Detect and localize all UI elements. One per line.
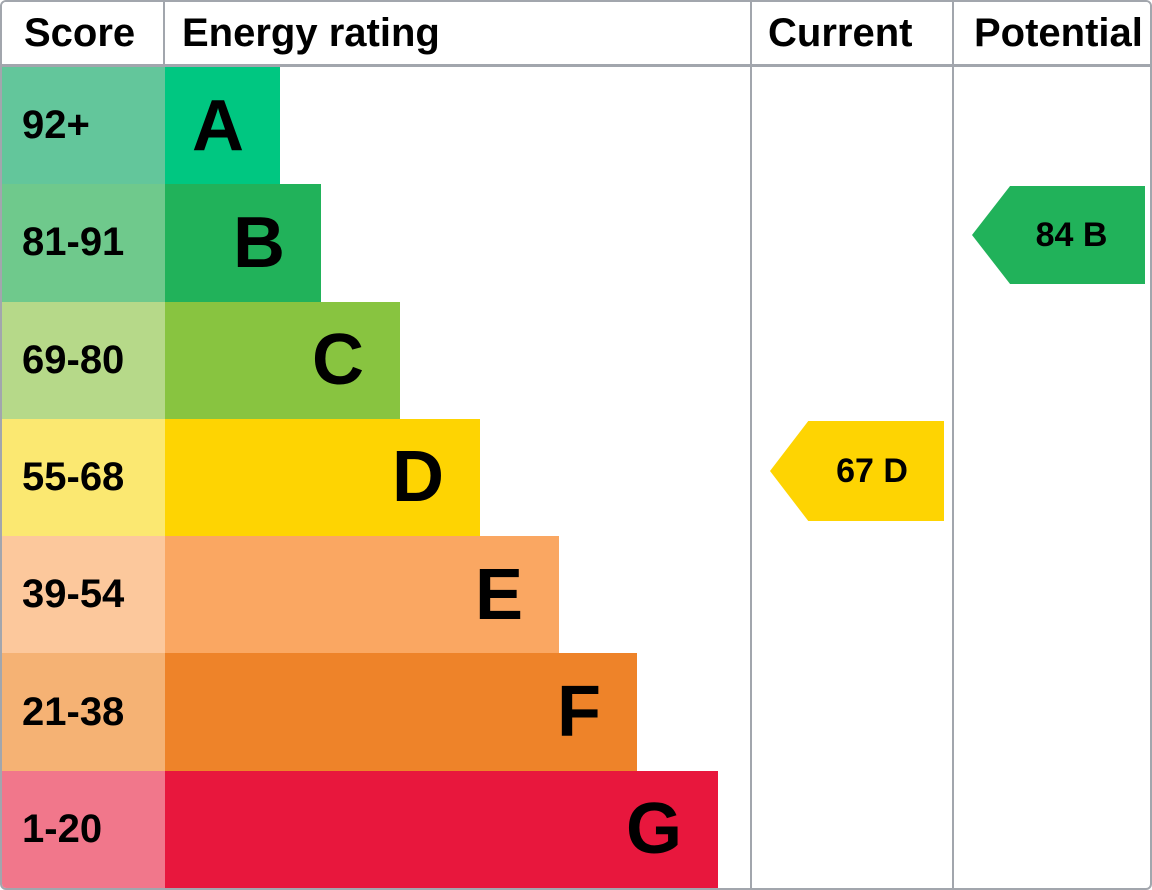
rating-bar: B: [165, 184, 321, 302]
score-column-header: Score: [24, 10, 136, 55]
score-range-label: 21-38: [22, 689, 125, 734]
potential-column-divider: [952, 2, 954, 888]
score-column-divider: [163, 2, 165, 67]
rating-letter: A: [192, 85, 244, 166]
chart-header: Score Energy rating Current Potential: [2, 2, 1150, 67]
current-column-header: Current: [768, 10, 913, 55]
rating-letter: E: [474, 554, 523, 635]
band-row-g: 1-20 G: [2, 770, 1150, 888]
rating-letter: C: [312, 320, 364, 401]
rating-letter: B: [233, 202, 285, 283]
potential-rating-arrow: 84 B: [972, 186, 1145, 284]
rating-bar: D: [165, 418, 480, 537]
rating-letter: D: [392, 437, 444, 518]
band-row-a: 92+ A: [2, 67, 1150, 185]
score-range-label: 81-91: [22, 220, 125, 265]
score-range-label: 55-68: [22, 454, 125, 499]
energy-rating-column-header: Energy rating: [182, 10, 440, 55]
score-cell: 39-54: [2, 536, 165, 654]
score-cell: 92+: [2, 67, 165, 185]
band-row-e: 39-54 E: [2, 536, 1150, 654]
score-cell: 1-20: [2, 770, 165, 888]
score-range-label: 1-20: [22, 806, 103, 851]
score-range-label: 69-80: [22, 337, 125, 382]
current-rating-arrow: 67 D: [770, 421, 944, 521]
rating-bar: G: [165, 770, 718, 888]
score-range-label: 92+: [22, 103, 90, 148]
rating-bar: E: [165, 536, 559, 654]
current-rating-value: 67 D: [836, 451, 908, 490]
rating-letter: G: [625, 789, 682, 870]
band-rows: 92+ A 81-91 B 69-80 C 55-68: [2, 67, 1150, 888]
potential-column-header: Potential: [974, 10, 1143, 55]
score-cell: 81-91: [2, 184, 165, 302]
score-cell: 21-38: [2, 653, 165, 771]
score-cell: 69-80: [2, 301, 165, 419]
band-row-d: 55-68 D: [2, 418, 1150, 537]
rating-bar: C: [165, 301, 400, 419]
band-row-c: 69-80 C: [2, 301, 1150, 419]
band-row-f: 21-38 F: [2, 653, 1150, 771]
rating-letter: F: [557, 672, 601, 753]
band-row-b: 81-91 B: [2, 184, 1150, 302]
current-column-divider: [750, 2, 752, 888]
rating-bar: F: [165, 653, 637, 771]
score-cell: 55-68: [2, 418, 165, 537]
potential-rating-value: 84 B: [1035, 215, 1108, 254]
rating-bar: A: [165, 67, 280, 185]
score-range-label: 39-54: [22, 572, 125, 617]
